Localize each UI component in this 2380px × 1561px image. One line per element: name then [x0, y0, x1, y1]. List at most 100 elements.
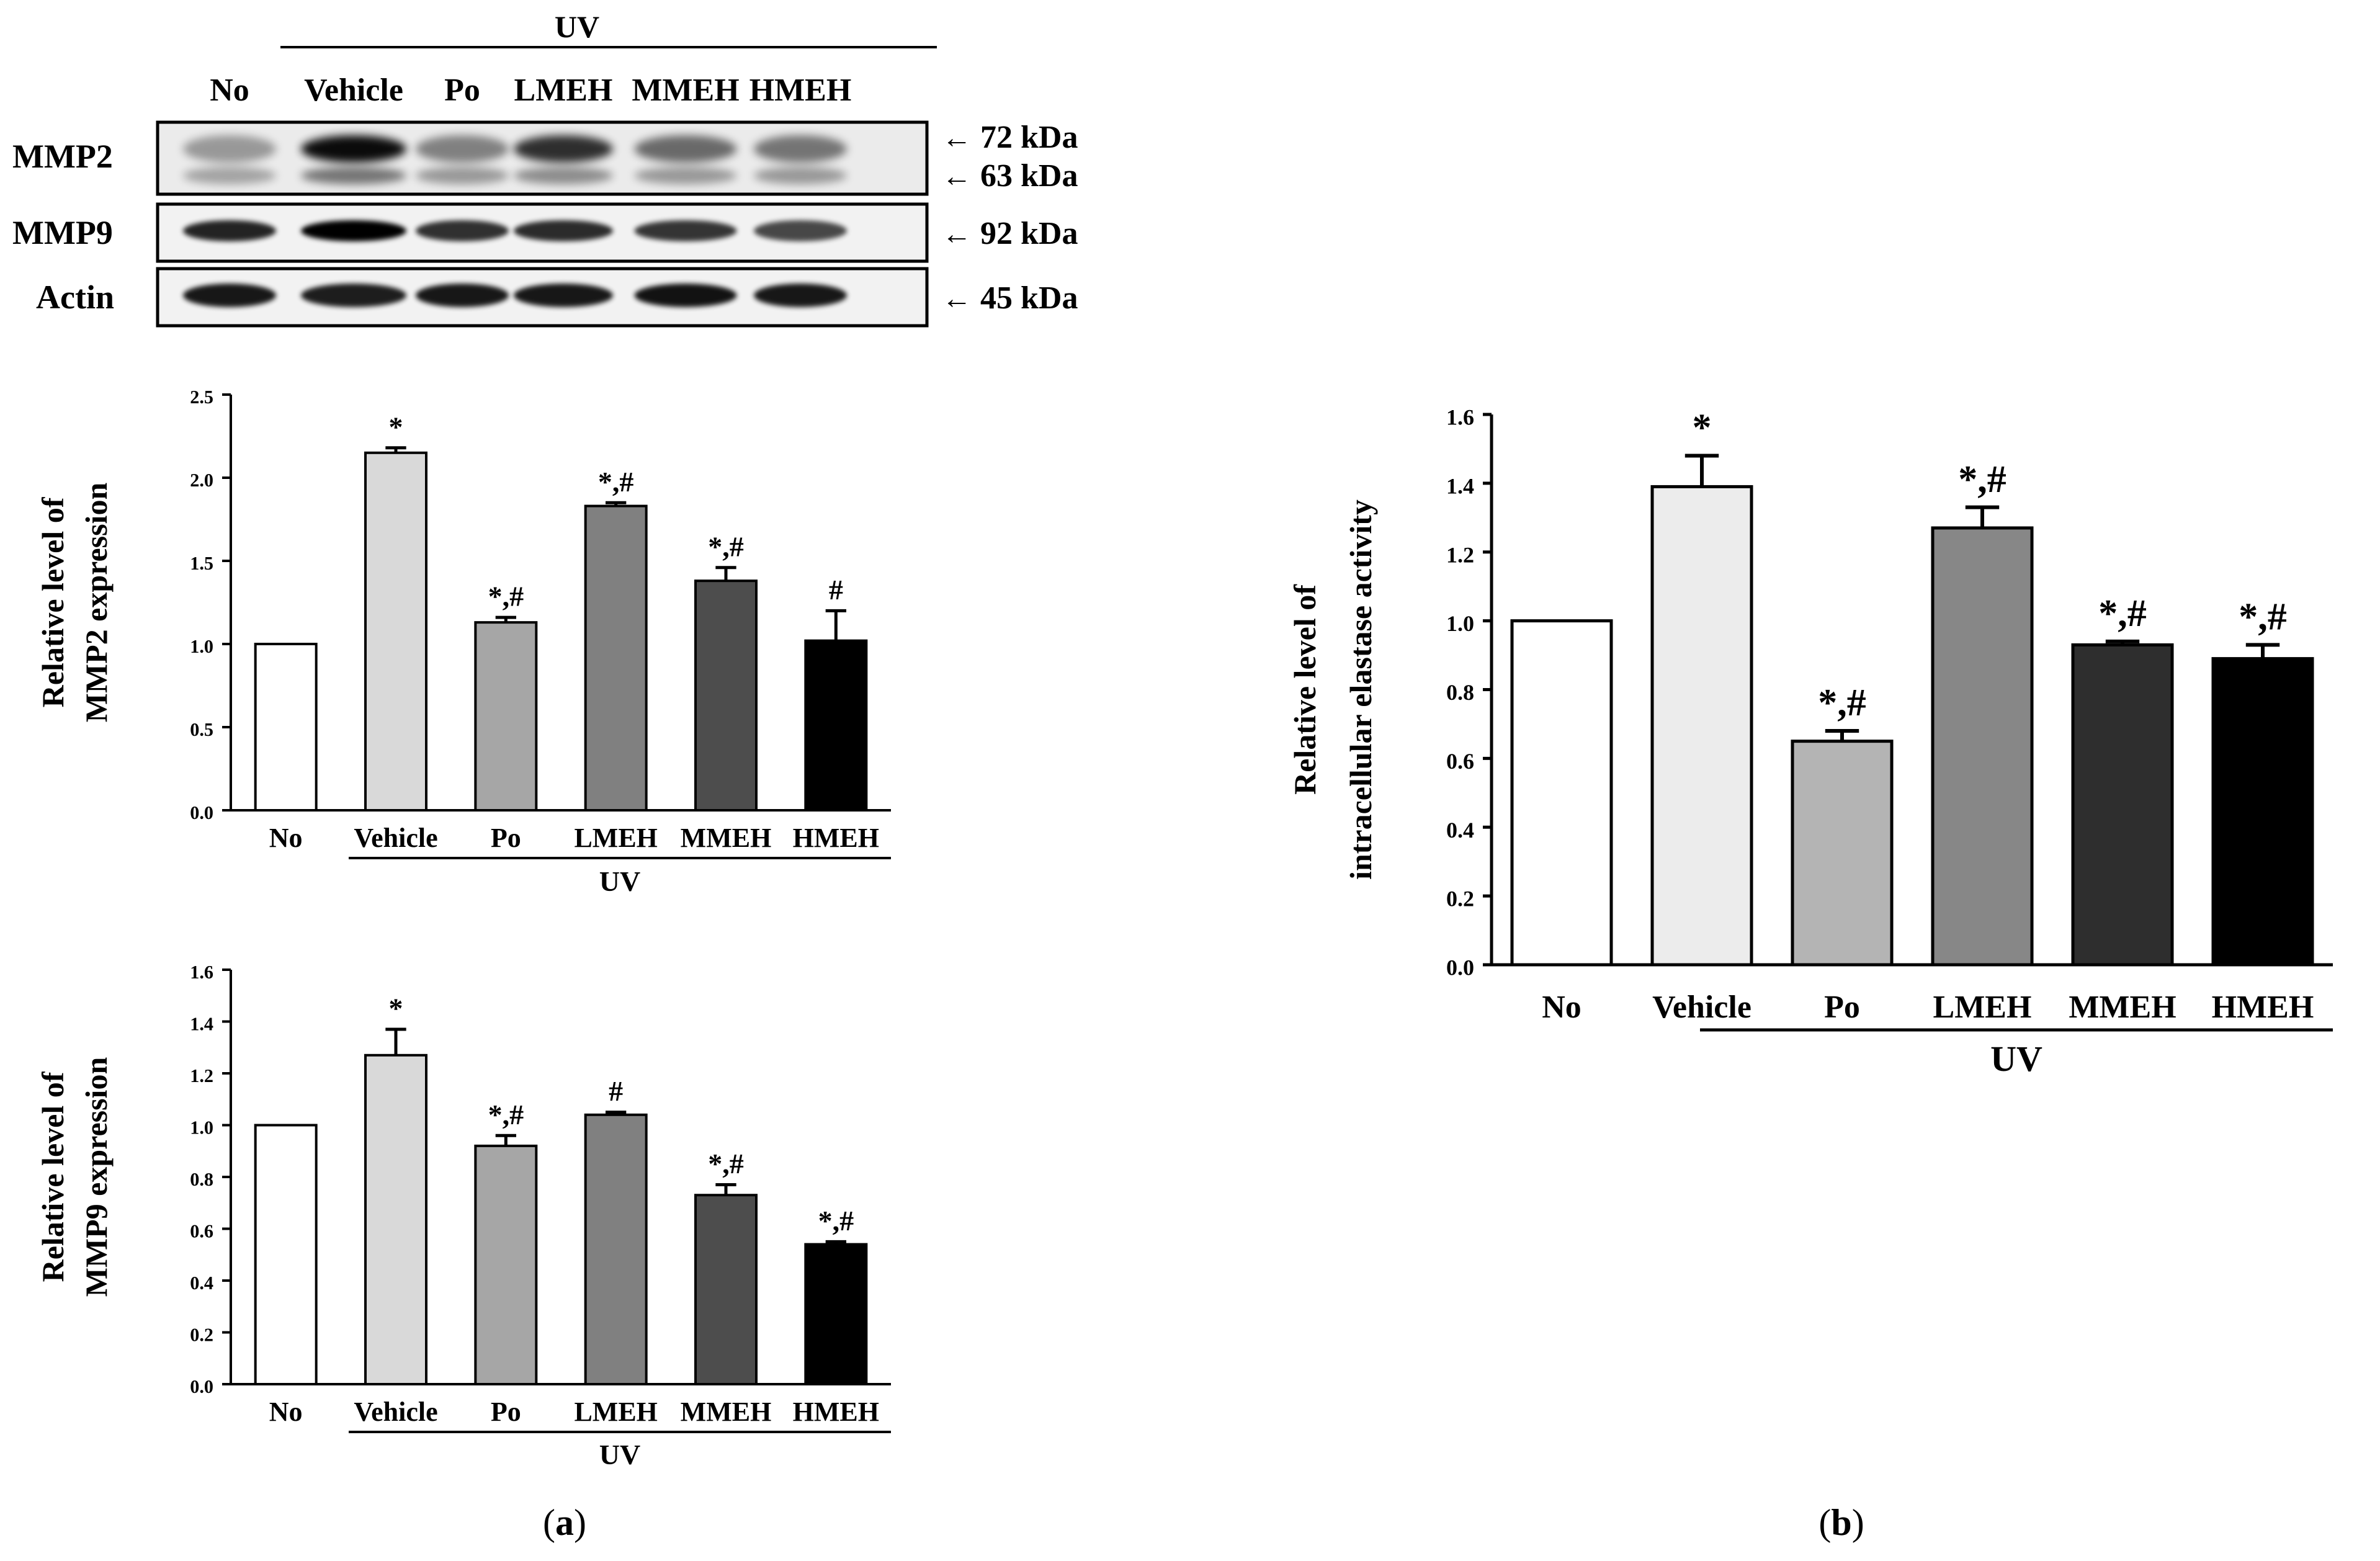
- mmp2-bar-mmeh: [694, 579, 758, 812]
- chart-elastase: 0.0 0.2 0.4 0.6 0.8 1.0 1.2 1.4 1.6 Relative leve…: [1287, 405, 2333, 1079]
- band-mmp2-72-4: [634, 135, 737, 163]
- elastase-bar-po: [1791, 740, 1894, 967]
- mmp2-sig-vehicle: *: [389, 411, 403, 442]
- mmp9-xtick-po: Po: [491, 1397, 521, 1427]
- mmp2-xtick-no: No: [269, 823, 303, 853]
- band-label-92: 92 kDa: [980, 216, 1078, 251]
- mmp9-ytick-label-6: 1.2: [190, 1065, 213, 1086]
- mmp9-bar-vehicle: [364, 1053, 427, 1385]
- mmp9-xtick-hmeh: HMEH: [793, 1397, 879, 1427]
- band-actin-4: [634, 284, 737, 307]
- mmp9-ytick-label-5: 1.0: [190, 1117, 213, 1138]
- band-label-63: 63 kDa: [980, 158, 1078, 194]
- band-mmp9-4: [634, 220, 737, 241]
- blot-lane-no: No: [210, 73, 249, 108]
- elastase-ytick-label-8: 1.6: [1446, 405, 1474, 430]
- panel-label-a-close: ): [574, 1502, 586, 1543]
- elastase-xtick-lmeh: LMEH: [1933, 990, 2032, 1025]
- mmp9-ytick-label-0: 0.0: [190, 1376, 213, 1397]
- band-mmp2-63-5: [754, 167, 847, 184]
- panel-label-b-close: ): [1851, 1502, 1864, 1543]
- mmp2-ytick-label-4: 2.0: [190, 470, 213, 491]
- mmp9-sig-lmeh: #: [609, 1075, 623, 1107]
- band-mmp9-3: [514, 220, 613, 241]
- blot-lane-hmeh: HMEH: [749, 73, 852, 108]
- mmp2-ytick-label-5: 2.5: [190, 387, 213, 408]
- mmp2-ytick-label-2: 1.0: [190, 636, 213, 657]
- elastase-xtick-hmeh: HMEH: [2212, 990, 2314, 1025]
- mmp9-sig-po: *,#: [488, 1099, 524, 1130]
- band-mmp9-2: [416, 220, 509, 241]
- mmp2-ylabel-line-1: MMP2 expression: [79, 483, 114, 723]
- mmp2-xtick-po: Po: [491, 823, 521, 853]
- mmp9-uv-label: UV: [599, 1439, 640, 1470]
- elastase-uv-label: UV: [1990, 1039, 2042, 1079]
- mmp9-bar-po: [474, 1144, 538, 1386]
- elastase-xtick-vehicle: Vehicle: [1652, 990, 1751, 1025]
- mmp9-bar-mmeh: [694, 1194, 758, 1385]
- band-mmp2-72-1: [301, 135, 406, 163]
- mmp9-sig-mmeh: *,#: [708, 1148, 744, 1179]
- elastase-sig-po: *,#: [1818, 682, 1866, 724]
- elastase-bar-vehicle: [1650, 485, 1753, 967]
- mmp9-sig-hmeh: *,#: [818, 1205, 854, 1237]
- mmp2-bar-hmeh: [804, 639, 868, 812]
- elastase-sig-lmeh: *,#: [1958, 458, 2006, 501]
- arrow-63: ←: [942, 160, 972, 193]
- band-mmp2-72-2: [416, 135, 509, 163]
- blot-label-actin: Actin: [36, 279, 114, 316]
- elastase-ytick-label-1: 0.2: [1446, 887, 1474, 911]
- band-mmp9-1: [301, 220, 406, 241]
- mmp2-xtick-lmeh: LMEH: [574, 823, 657, 853]
- mmp9-ylabel-line-1: MMP9 expression: [79, 1057, 114, 1297]
- mmp2-sig-po: *,#: [488, 581, 524, 612]
- mmp2-sig-hmeh: #: [829, 574, 843, 606]
- elastase-ytick-label-2: 0.4: [1446, 818, 1474, 843]
- elastase-bar-hmeh: [2211, 657, 2314, 967]
- band-actin-2: [416, 284, 509, 307]
- bands-mmp2: [183, 135, 847, 184]
- elastase-ytick-label-6: 1.2: [1446, 542, 1474, 567]
- mmp2-ylabel-line-0: Relative level of: [35, 496, 70, 707]
- elastase-bar-lmeh: [1931, 526, 2034, 967]
- mmp2-xtick-vehicle: Vehicle: [354, 823, 437, 853]
- elastase-bar-mmeh: [2071, 643, 2174, 967]
- band-mmp2-63-3: [514, 167, 613, 184]
- arrow-45: ←: [942, 282, 972, 315]
- band-actin-5: [754, 284, 847, 307]
- panel-label-b-open: (: [1819, 1502, 1832, 1543]
- band-mmp2-63-2: [416, 167, 509, 184]
- mmp2-ytick-label-1: 0.5: [190, 719, 213, 740]
- elastase-xtick-mmeh: MMEH: [2069, 990, 2176, 1025]
- panel-label-b: (b): [1779, 1501, 1904, 1544]
- elastase-ytick-label-7: 1.4: [1446, 473, 1474, 498]
- blot-lane-lmeh: LMEH: [514, 73, 613, 108]
- bands-mmp9: [183, 220, 847, 241]
- elastase-bar-no: [1510, 619, 1613, 967]
- mmp2-xtick-mmeh: MMEH: [681, 823, 772, 853]
- elastase-xtick-no: No: [1542, 990, 1581, 1025]
- mmp2-ytick-label-0: 0.0: [190, 802, 213, 823]
- elastase-ytick-label-4: 0.8: [1446, 680, 1474, 705]
- panel-label-a: (a): [503, 1501, 627, 1544]
- band-actin-1: [301, 284, 406, 307]
- western-blot: UV No Vehicle Po LMEH MMEH HMEH MMP2 ← 72 kDa…: [12, 9, 1078, 328]
- blot-row-mmp9: MMP9 ← 92 kDa: [12, 202, 1078, 263]
- mmp9-ytick-label-2: 0.4: [190, 1273, 213, 1294]
- elastase-sig-vehicle: *: [1693, 407, 1712, 449]
- band-mmp2-72-5: [754, 135, 847, 163]
- mmp2-uv-label: UV: [599, 865, 640, 897]
- mmp9-bar-hmeh: [804, 1243, 868, 1386]
- mmp9-ytick-label-3: 0.6: [190, 1220, 213, 1241]
- blot-lane-mmeh: MMEH: [632, 73, 739, 108]
- blot-row-actin: Actin ← 45 kDa: [36, 267, 1078, 328]
- band-mmp2-63-0: [183, 167, 276, 184]
- band-label-72: 72 kDa: [980, 120, 1078, 155]
- elastase-ylabel-line-1: intracellular elastase activity: [1343, 499, 1378, 880]
- mmp2-ytick-label-3: 1.5: [190, 553, 213, 574]
- mmp9-ytick-label-7: 1.4: [190, 1013, 213, 1034]
- mmp2-sig-lmeh: *,#: [598, 466, 634, 498]
- mmp9-sig-vehicle: *: [389, 993, 403, 1024]
- elastase-xtick-po: Po: [1824, 990, 1860, 1025]
